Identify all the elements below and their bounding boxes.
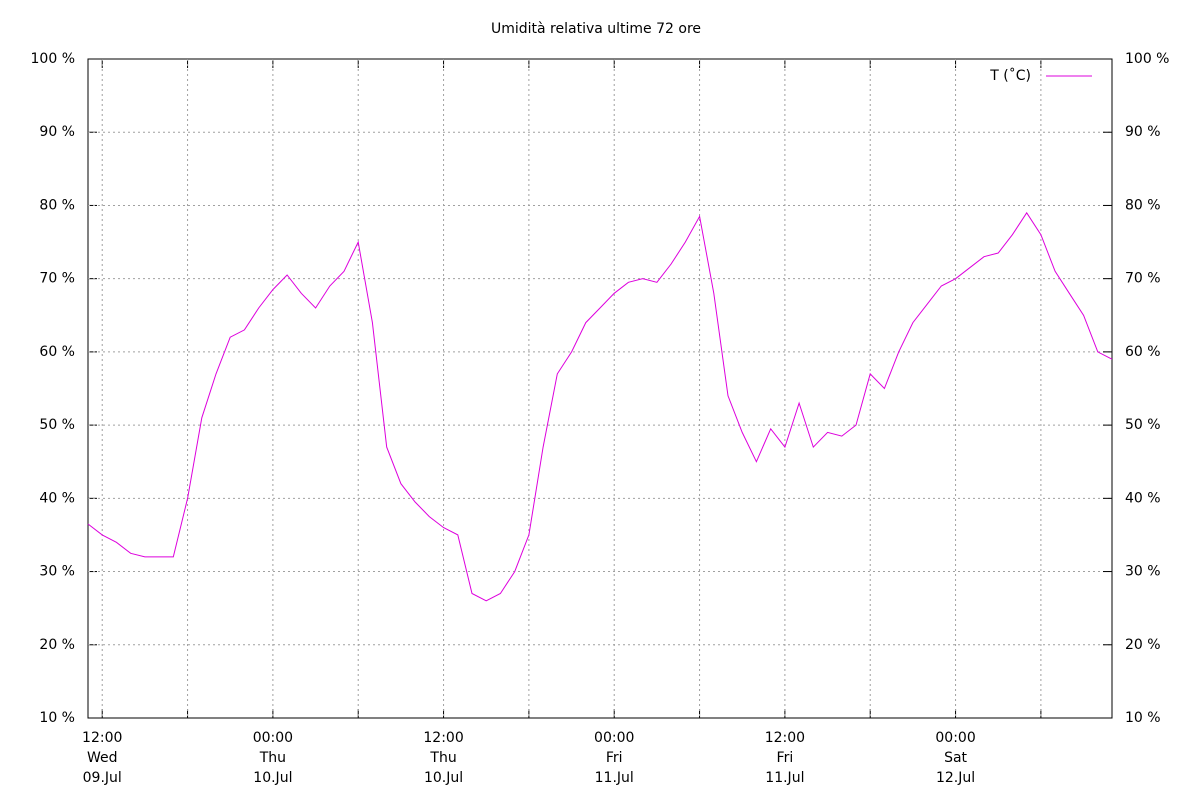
- x-tick-label: 11.Jul: [765, 770, 804, 786]
- x-tick-label: 12:00: [765, 730, 805, 746]
- x-tick-label: 12.Jul: [936, 770, 975, 786]
- x-tick-label: 12:00: [423, 730, 463, 746]
- x-tick-label: 10.Jul: [253, 770, 292, 786]
- x-tick-label: 09.Jul: [83, 770, 122, 786]
- x-tick-label: Sat: [944, 750, 967, 766]
- plot-frame: [87, 58, 1113, 719]
- x-tick-label: 00:00: [253, 730, 293, 746]
- y2-tick-label: 60 %: [1125, 344, 1161, 360]
- y-tick-label: 10 %: [39, 710, 75, 726]
- x-tick-label: 11.Jul: [595, 770, 634, 786]
- y-tick-label: 70 %: [39, 271, 75, 287]
- y-tick-label: 90 %: [39, 124, 75, 140]
- y2-tick-label: 30 %: [1125, 564, 1161, 580]
- y2-tick-label: 40 %: [1125, 490, 1161, 506]
- y2-tick-label: 80 %: [1125, 197, 1161, 213]
- x-tick-label: Thu: [259, 750, 286, 766]
- chart-title: Umidità relativa ultime 72 ore: [491, 21, 701, 37]
- y2-tick-label: 20 %: [1125, 637, 1161, 653]
- y2-tick-label: 10 %: [1125, 710, 1161, 726]
- y2-tick-label: 90 %: [1125, 124, 1161, 140]
- y-tick-label: 100 %: [31, 51, 75, 67]
- x-tick-label: Thu: [429, 750, 456, 766]
- y-tick-label: 40 %: [39, 490, 75, 506]
- x-tick-label: Wed: [87, 750, 118, 766]
- x-tick-label: Fri: [777, 750, 794, 766]
- x-tick-label: 00:00: [935, 730, 975, 746]
- y2-tick-label: 100 %: [1125, 51, 1169, 67]
- y2-tick-label: 70 %: [1125, 271, 1161, 287]
- y-tick-label: 60 %: [39, 344, 75, 360]
- data-line: [87, 211, 1113, 602]
- y-tick-label: 20 %: [39, 637, 75, 653]
- legend-label: T (˚C): [989, 67, 1031, 84]
- x-tick-label: 12:00: [82, 730, 122, 746]
- y-tick-label: 30 %: [39, 564, 75, 580]
- x-tick-label: Fri: [606, 750, 623, 766]
- y-tick-label: 80 %: [39, 197, 75, 213]
- x-tick-label: 10.Jul: [424, 770, 463, 786]
- y-tick-label: 50 %: [39, 417, 75, 433]
- x-tick-label: 00:00: [594, 730, 634, 746]
- y2-tick-label: 50 %: [1125, 417, 1161, 433]
